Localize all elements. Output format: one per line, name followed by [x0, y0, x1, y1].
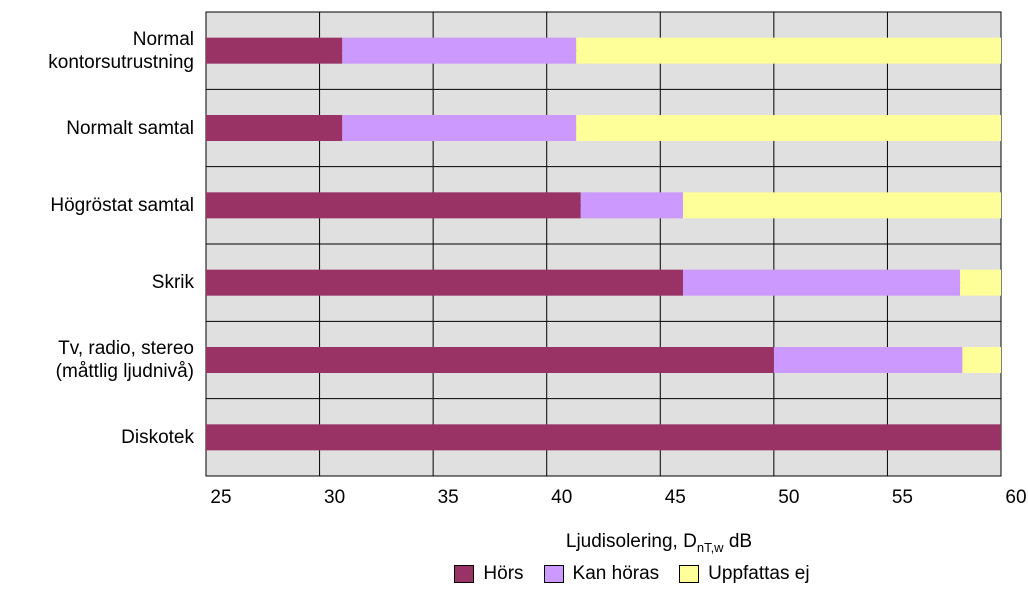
x-tick-label: 45 [665, 487, 686, 508]
category-label-line: Skrik [151, 272, 194, 294]
x-tick-labels: 25 30 35 40 45 50 55 60 [210, 487, 1026, 508]
bar-segment [206, 192, 581, 219]
category-label-line: Tv, radio, stereo [58, 338, 194, 359]
category-label: Tv, radio, stereo (måttlig ljudnivå) [56, 337, 194, 383]
category-label-line: Diskotek [121, 426, 194, 448]
x-tick-label: 40 [551, 487, 572, 508]
category-label-line: Högröstat samtal [50, 194, 194, 216]
x-tick-label: 35 [438, 487, 459, 508]
x-tick-label: 30 [324, 487, 345, 508]
bar-segment [773, 347, 963, 373]
bar-segment [576, 37, 1001, 64]
bar-segment [206, 115, 343, 141]
bar-segment [206, 347, 774, 373]
category-label: Högröstat samtal [50, 194, 194, 217]
category-label-line: (måttlig ljudnivå) [55, 361, 194, 382]
bars [206, 37, 1001, 451]
x-axis-title: Ljudisolering, DnT,w dB [0, 531, 1028, 555]
legend-item-kan-horas: Kan höras [543, 563, 660, 585]
bar-segment [580, 192, 683, 219]
x-tick-label: 25 [210, 487, 231, 508]
legend-item-uppfattas-ej: Uppfattas ej [679, 563, 810, 585]
x-axis-title-subscript: nT,w [696, 539, 724, 555]
category-label: Diskotek [121, 426, 194, 449]
category-label: Normal kontorsutrustning [48, 28, 194, 74]
category-label: Normalt samtal [66, 117, 194, 140]
category-label-line: Normalt samtal [66, 117, 194, 139]
bar-segment [206, 424, 1001, 451]
legend-label-uppfattas-ej: Uppfattas ej [708, 563, 810, 584]
x-tick-label: 50 [778, 487, 799, 508]
bar-segment [206, 269, 683, 296]
bar-segment [962, 347, 1001, 373]
legend-swatch-uppfattas-ej [679, 565, 700, 583]
category-label-line: kontorsutrustning [48, 51, 194, 73]
x-tick-label: 60 [1005, 487, 1026, 508]
legend-swatch-kan-horas [543, 565, 564, 583]
x-tick-label: 55 [892, 487, 913, 508]
bar-segment [576, 115, 1001, 141]
legend-label-kan-horas: Kan höras [572, 563, 660, 584]
legend-item-hors: Hörs [454, 563, 524, 585]
bar-segment [206, 37, 343, 64]
bar-segment [960, 269, 1001, 296]
bar-segment [683, 192, 1001, 219]
legend: Hörs Kan höras Uppfattas ej [0, 563, 1028, 585]
bar-segment [342, 37, 577, 64]
x-axis-title-main: Ljudisolering, D [565, 531, 697, 552]
legend-label-hors: Hörs [483, 563, 524, 584]
bar-segment [683, 269, 961, 296]
bar-segment [342, 115, 577, 141]
category-label-line: Normal [132, 28, 194, 50]
legend-swatch-hors [454, 565, 475, 583]
category-label: Skrik [152, 271, 194, 294]
x-axis-title-unit: dB [723, 531, 753, 552]
